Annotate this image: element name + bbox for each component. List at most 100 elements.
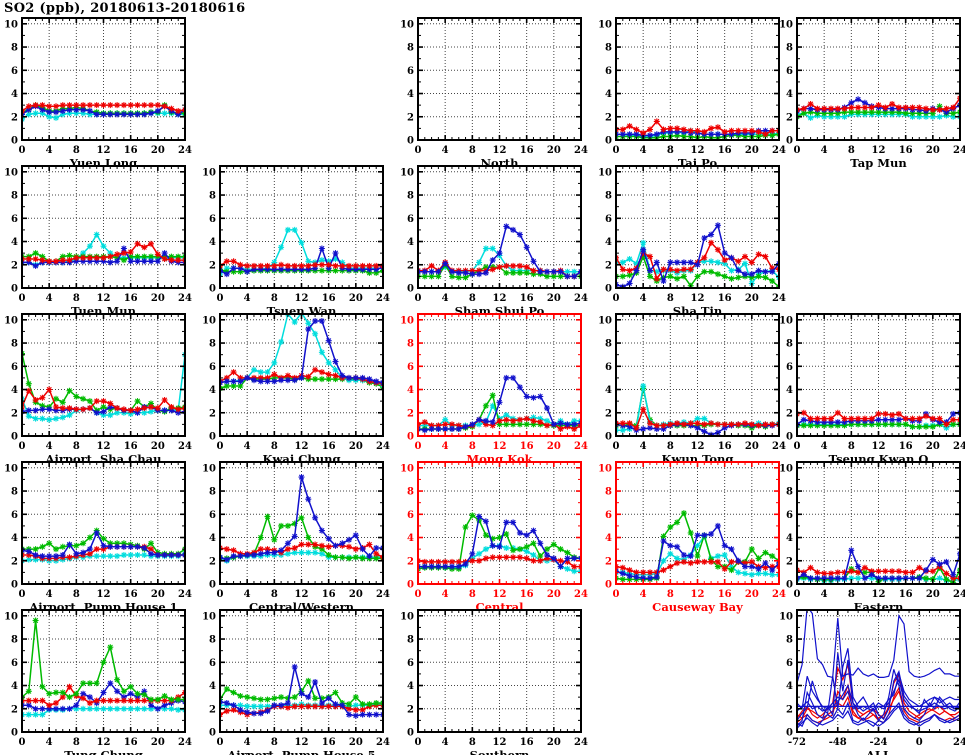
x-tick-label: 12 [295,737,309,748]
x-tick-label: 0 [19,145,26,156]
chart-title-tung-chung: Tung Chung [64,748,143,755]
x-tick-label: 8 [469,589,476,600]
y-tick-label: 10 [598,315,612,326]
y-tick-label: 6 [11,510,18,521]
y-tick-label: 8 [786,43,793,54]
x-tick-label: 20 [151,145,165,156]
x-tick-label: 0 [217,441,224,452]
x-tick-label: 0 [19,441,26,452]
y-tick-label: 8 [407,339,414,350]
x-tick-label: 16 [322,441,336,452]
y-tick-label: 2 [786,556,793,567]
x-tick-label: 4 [442,589,449,600]
x-tick-label: 0 [794,589,801,600]
x-tick-label: 4 [640,589,647,600]
y-tick-label: 10 [779,611,793,622]
x-tick-label: 16 [520,293,534,304]
y-tick-label: 4 [11,89,18,100]
y-tick-label: 8 [605,43,612,54]
chart-title-tap-mun: Tap Mun [850,156,907,170]
x-tick-label: 4 [46,293,53,304]
x-tick-label: 0 [415,293,422,304]
y-tick-label: 10 [598,463,612,474]
x-tick-label: 24 [574,145,588,156]
x-tick-label: 24 [376,589,390,600]
y-tick-label: 10 [202,315,216,326]
y-tick-label: 6 [605,510,612,521]
x-tick-label: 8 [667,293,674,304]
x-tick-label: 12 [493,441,507,452]
x-tick-label: 12 [691,589,705,600]
y-tick-label: 10 [202,611,216,622]
x-tick-label: 16 [520,589,534,600]
y-tick-label: 4 [209,237,216,248]
y-tick-label: 8 [11,635,18,646]
y-tick-label: 10 [400,611,414,622]
x-tick-label: 0 [613,293,620,304]
x-tick-label: 12 [97,441,111,452]
x-tick-label: 8 [73,293,80,304]
y-tick-label: 10 [779,315,793,326]
y-tick-label: 8 [786,487,793,498]
x-tick-label: 0 [415,589,422,600]
x-tick-label: 12 [97,145,111,156]
y-tick-label: 8 [407,43,414,54]
x-tick-label: 4 [640,441,647,452]
y-tick-label: 10 [598,167,612,178]
x-tick-label: 24 [178,293,192,304]
y-tick-label: 2 [786,112,793,123]
y-tick-label: 10 [202,167,216,178]
x-tick-label: 4 [244,589,251,600]
x-tick-label: 24 [953,737,965,748]
x-tick-label: 4 [442,293,449,304]
x-tick-label: 24 [178,737,192,748]
x-tick-label: 16 [718,293,732,304]
y-tick-label: 0 [407,728,414,739]
y-tick-label: 0 [605,432,612,443]
x-tick-label: 20 [547,737,561,748]
x-tick-label: 12 [691,441,705,452]
y-tick-label: 8 [407,487,414,498]
y-tick-label: 8 [209,635,216,646]
y-tick-label: 2 [407,704,414,715]
x-tick-label: 4 [244,737,251,748]
x-tick-label: 16 [718,145,732,156]
y-tick-label: 4 [786,385,793,396]
x-tick-label: 8 [469,737,476,748]
x-tick-label: 0 [613,441,620,452]
x-tick-label: 20 [151,589,165,600]
x-tick-label: 24 [376,737,390,748]
y-tick-label: 0 [407,136,414,147]
y-tick-label: 8 [11,191,18,202]
y-tick-label: 6 [11,362,18,373]
y-tick-label: 0 [786,580,793,591]
y-tick-label: 0 [407,284,414,295]
y-tick-label: 10 [4,611,18,622]
y-tick-label: 8 [11,43,18,54]
x-tick-label: 8 [469,293,476,304]
x-tick-label: 0 [415,441,422,452]
y-tick-label: 10 [400,19,414,30]
x-tick-label: 12 [872,145,886,156]
x-tick-label: 24 [574,293,588,304]
x-tick-label: 16 [124,145,138,156]
y-tick-label: 4 [11,237,18,248]
x-tick-label: 24 [772,589,786,600]
x-tick-label: 16 [124,589,138,600]
x-tick-label: 20 [151,441,165,452]
x-tick-label: -24 [869,737,887,748]
y-tick-label: 4 [407,385,414,396]
x-tick-label: 8 [271,441,278,452]
x-tick-label: 16 [899,589,913,600]
x-tick-label: 24 [953,589,965,600]
y-tick-label: 8 [786,339,793,350]
